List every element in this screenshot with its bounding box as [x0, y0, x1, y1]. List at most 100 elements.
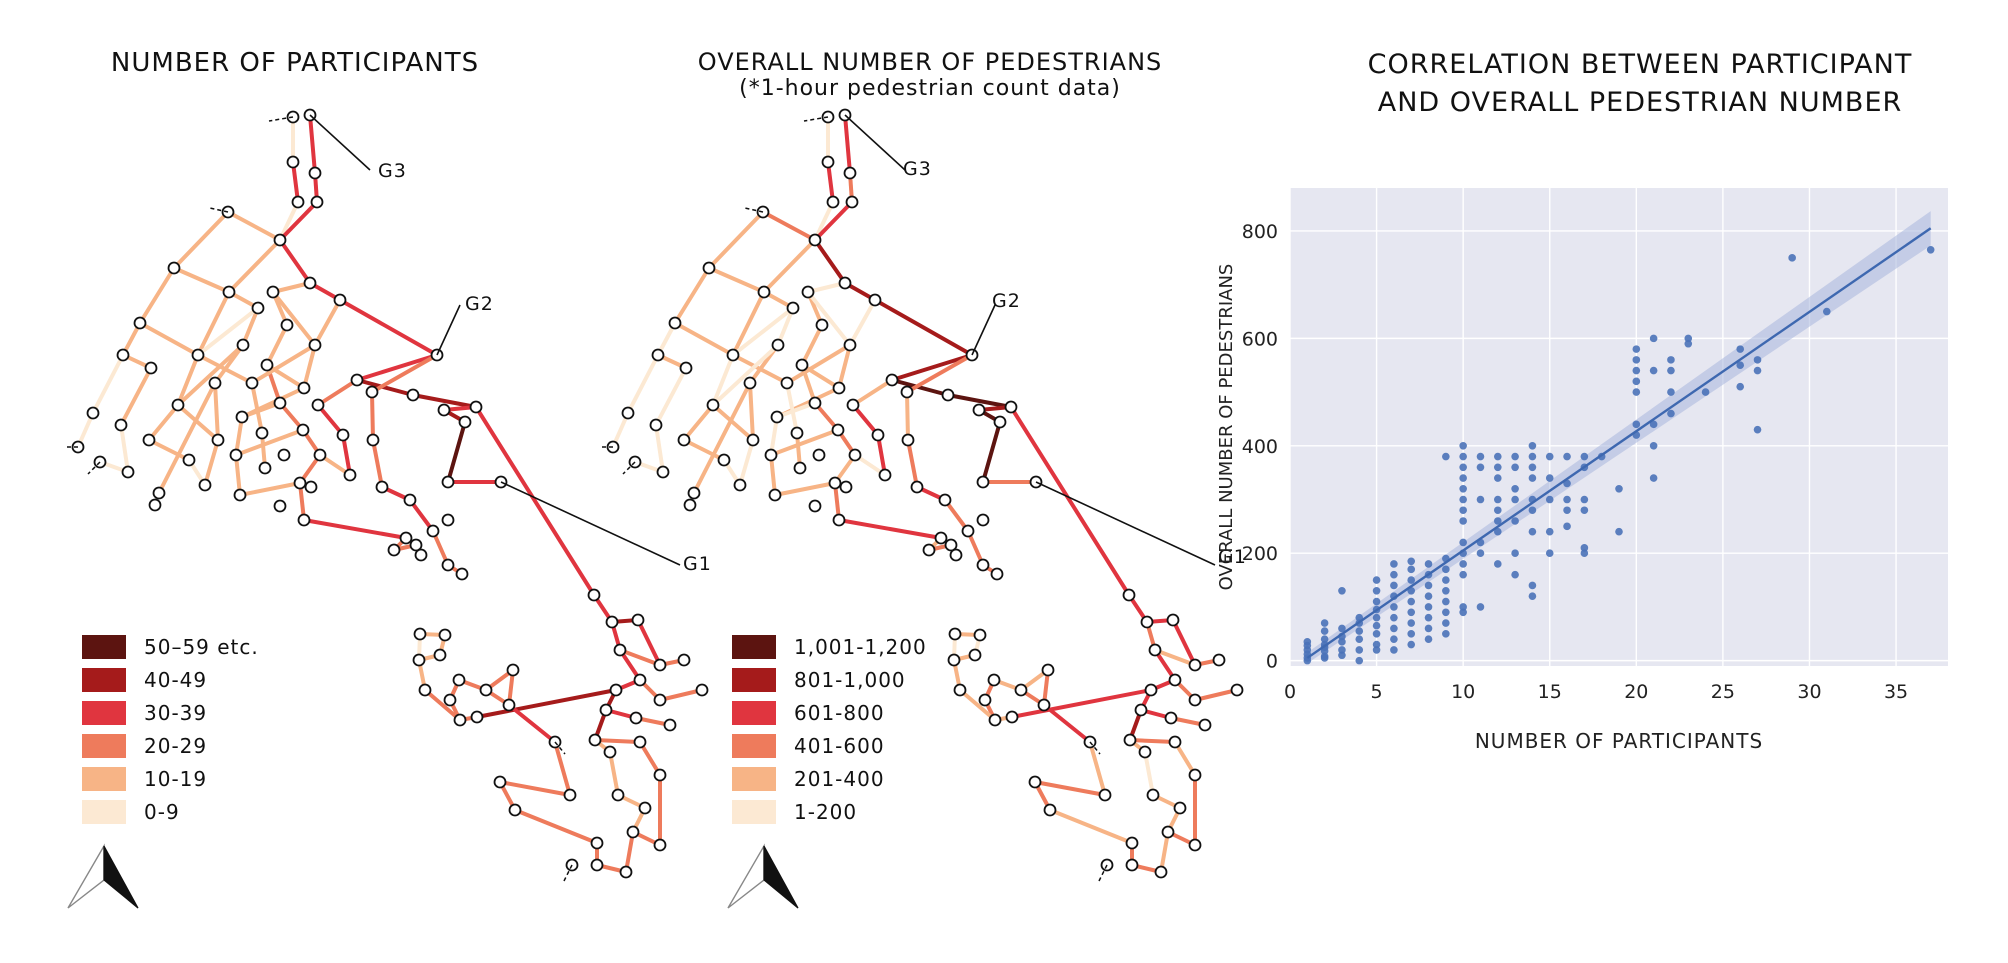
- scatter-point: [1528, 506, 1537, 515]
- scatter-point: [1476, 603, 1485, 611]
- legend-swatch: [732, 700, 776, 725]
- route-segment: [1143, 750, 1155, 797]
- count-point: [922, 543, 936, 557]
- legend-item: 201-400: [732, 762, 927, 795]
- count-point: [211, 433, 225, 447]
- count-point: [387, 543, 401, 557]
- count-point: [304, 480, 318, 494]
- y-tick-label: 800: [1242, 221, 1278, 243]
- count-point: [1161, 825, 1175, 839]
- scatter-point: [1442, 608, 1450, 617]
- scatter-point: [1407, 597, 1416, 606]
- route-segment: [608, 750, 620, 797]
- count-point: [843, 338, 857, 352]
- route-segment: [837, 518, 943, 540]
- route-segment: [682, 403, 715, 442]
- count-point: [599, 703, 613, 717]
- count-point: [443, 693, 457, 707]
- scatter-point: [1355, 656, 1364, 665]
- count-point: [695, 683, 709, 697]
- gate-label-g1: G1: [683, 553, 712, 575]
- scatter-point: [1667, 388, 1675, 396]
- scatter-point: [1442, 619, 1450, 627]
- scatter-point: [1493, 474, 1502, 482]
- route-segment: [313, 298, 342, 347]
- count-point: [280, 318, 294, 332]
- count-point: [790, 426, 804, 440]
- route-continuation: [209, 207, 229, 213]
- count-point: [590, 858, 604, 872]
- count-point: [433, 648, 447, 662]
- count-point: [768, 488, 782, 502]
- count-point: [587, 588, 601, 602]
- legend-label: 30-39: [144, 700, 208, 725]
- count-point: [399, 531, 413, 545]
- count-point: [508, 803, 522, 817]
- route-segment: [707, 266, 766, 294]
- count-point: [821, 155, 835, 169]
- count-point: [116, 348, 130, 362]
- count-point: [148, 498, 162, 512]
- legend-item: 30-39: [82, 696, 259, 729]
- count-point: [987, 673, 1001, 687]
- route-segment: [474, 405, 596, 597]
- route-segment: [234, 415, 244, 457]
- legend-label: 401-600: [794, 733, 885, 758]
- legend-item: 50–59 etc.: [82, 630, 259, 663]
- x-tick-label: 5: [1371, 681, 1383, 703]
- legend-item: 401-600: [732, 729, 927, 762]
- count-point: [1041, 663, 1055, 677]
- count-point: [441, 475, 455, 489]
- count-point: [308, 166, 322, 180]
- route-segment: [943, 498, 970, 533]
- count-point: [687, 486, 701, 500]
- gate-label-g1: G1: [1218, 546, 1247, 568]
- legend-swatch: [82, 799, 126, 824]
- route-segment: [638, 740, 662, 777]
- count-point: [780, 376, 794, 390]
- scatter-point: [1701, 388, 1710, 396]
- count-point: [653, 838, 667, 852]
- count-point: [808, 233, 822, 247]
- count-point: [208, 376, 222, 390]
- scatter-point: [1476, 463, 1485, 472]
- route-segment: [731, 290, 766, 357]
- count-point: [273, 233, 287, 247]
- scatter-title-line2: AND OVERALL PEDESTRIAN NUMBER: [1377, 87, 1903, 118]
- route-continuation: [554, 741, 566, 755]
- scatter-point: [1511, 484, 1519, 493]
- route-segment: [711, 343, 780, 407]
- route-continuation: [744, 207, 764, 213]
- scatter-point: [1338, 638, 1346, 646]
- scatter-point: [1424, 624, 1433, 633]
- route-segment: [371, 438, 384, 489]
- scatter-point: [1753, 425, 1762, 434]
- route-continuation: [563, 864, 573, 882]
- count-point: [437, 403, 451, 417]
- legend-swatch: [732, 799, 776, 824]
- scatter-point: [1355, 646, 1364, 654]
- route-segment: [1033, 780, 1107, 797]
- count-point: [296, 423, 310, 437]
- count-point: [470, 710, 484, 724]
- route-segment: [176, 353, 200, 407]
- route-segment: [748, 381, 755, 442]
- count-point: [746, 433, 760, 447]
- scatter-point: [1459, 452, 1467, 461]
- count-point: [638, 801, 652, 815]
- scatter-point: [1390, 635, 1398, 643]
- scatter-point: [1372, 621, 1381, 630]
- scatter-point: [1632, 420, 1641, 429]
- count-point: [613, 643, 627, 657]
- route-segment: [636, 618, 662, 667]
- count-point: [406, 388, 420, 402]
- scatter-point: [1563, 506, 1571, 515]
- count-point: [235, 410, 249, 424]
- count-point: [365, 385, 379, 399]
- route-segment: [906, 438, 919, 489]
- scatter-point: [1580, 506, 1589, 515]
- count-point: [626, 825, 640, 839]
- scatter-point: [1320, 654, 1329, 662]
- scatter-point: [1407, 629, 1416, 638]
- scatter-point: [1736, 382, 1745, 391]
